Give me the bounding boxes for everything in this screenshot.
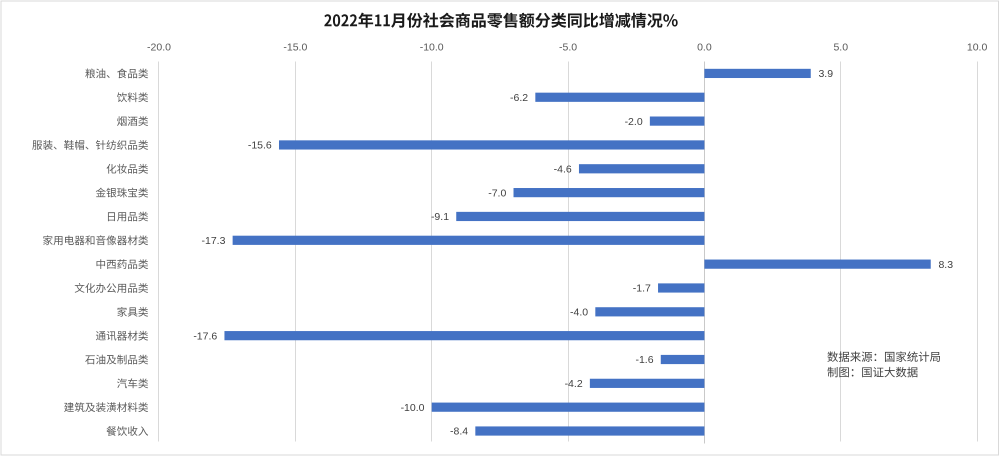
svg-text:-4.6: -4.6	[554, 163, 572, 175]
svg-text:10.0: 10.0	[967, 42, 988, 54]
svg-text:-5.0: -5.0	[559, 42, 577, 54]
svg-text:-10.0: -10.0	[401, 402, 425, 414]
svg-text:-7.0: -7.0	[488, 187, 506, 199]
svg-text:-15.0: -15.0	[283, 42, 307, 54]
svg-text:0.0: 0.0	[697, 42, 712, 54]
svg-text:-15.6: -15.6	[248, 140, 272, 152]
svg-text:-10.0: -10.0	[420, 42, 444, 54]
svg-text:-1.6: -1.6	[635, 354, 653, 366]
svg-text:-4.0: -4.0	[570, 307, 588, 319]
svg-text:-6.2: -6.2	[510, 92, 528, 104]
svg-text:-2.0: -2.0	[625, 116, 643, 128]
svg-text:-9.1: -9.1	[431, 211, 449, 223]
svg-text:5.0: 5.0	[833, 42, 848, 54]
svg-text:-20.0: -20.0	[147, 42, 171, 54]
svg-text:-8.4: -8.4	[450, 426, 468, 438]
svg-text:-1.7: -1.7	[633, 283, 651, 295]
svg-text:8.3: 8.3	[938, 259, 953, 271]
svg-text:-17.6: -17.6	[193, 330, 217, 342]
svg-text:-17.3: -17.3	[201, 235, 225, 247]
svg-text:-4.2: -4.2	[565, 378, 583, 390]
svg-text:3.9: 3.9	[818, 68, 833, 80]
